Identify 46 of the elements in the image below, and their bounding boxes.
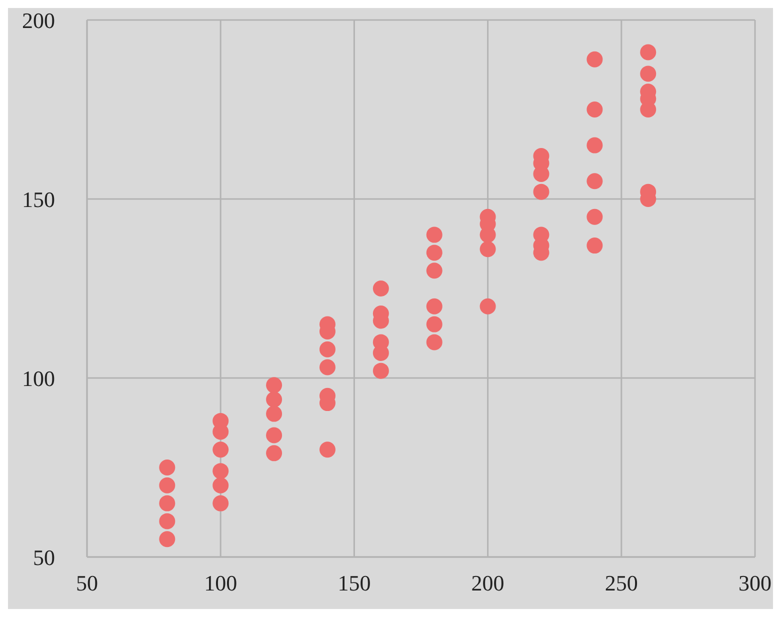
point (586, 238, 603, 254)
point (426, 226, 442, 243)
point (426, 298, 442, 314)
point (319, 341, 336, 358)
point (212, 442, 229, 458)
point (372, 280, 389, 296)
point (159, 531, 176, 548)
point (640, 66, 656, 82)
y-tick-label: 200 (22, 8, 55, 33)
point (586, 208, 603, 225)
point (586, 137, 603, 154)
x-tick-label: 200 (471, 570, 504, 596)
point (212, 495, 229, 512)
point (266, 445, 282, 462)
point (319, 442, 336, 458)
x-tick-label: 150 (338, 570, 371, 596)
x-tick-label: 300 (738, 570, 772, 596)
point (426, 334, 442, 350)
point (266, 427, 282, 444)
x-tick-label: 250 (604, 570, 638, 596)
point (266, 377, 282, 394)
y-tick-label: 150 (22, 186, 55, 212)
point (159, 495, 176, 512)
point (266, 391, 282, 408)
point (159, 460, 176, 476)
point (586, 102, 603, 118)
point (480, 241, 496, 258)
y-tick-label: 50 (33, 544, 55, 570)
point (640, 44, 656, 60)
x-tick-label: 50 (76, 570, 98, 596)
point (266, 406, 282, 422)
point (480, 298, 496, 314)
point (426, 316, 442, 332)
point (426, 244, 442, 261)
point (586, 173, 603, 190)
y-tick-label: 100 (22, 366, 55, 391)
point (533, 184, 550, 200)
point (159, 513, 176, 530)
point (319, 359, 336, 376)
point (586, 51, 603, 68)
point (212, 477, 229, 494)
point (159, 477, 176, 494)
point (212, 463, 229, 480)
point (372, 362, 389, 379)
x-tick-label: 100 (204, 570, 238, 596)
point (426, 262, 442, 279)
